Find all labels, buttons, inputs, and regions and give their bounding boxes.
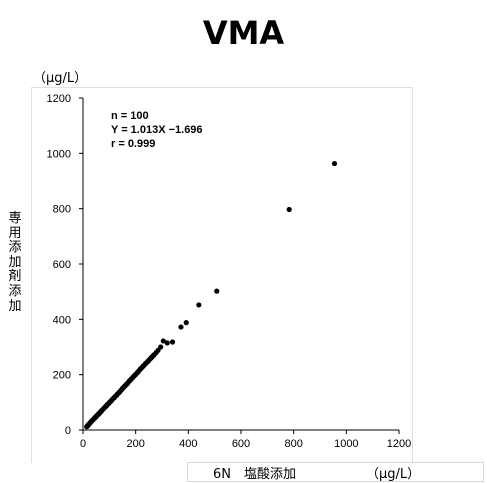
stats-annotation: n = 100 Y = 1.013X −1.696 r = 0.999 <box>111 110 203 150</box>
data-point <box>286 206 292 213</box>
x-tick-label: 600 <box>232 438 250 450</box>
data-point <box>160 338 166 344</box>
y-tick-label: 1200 <box>47 93 71 105</box>
data-point <box>97 409 103 416</box>
tick-labels: 0 200 400 600 800 1000 1200 0 200 400 600 800 1000 12… <box>47 93 412 450</box>
data-point <box>214 288 220 294</box>
plot-frame <box>31 87 413 463</box>
data-point <box>91 415 98 421</box>
data-point <box>158 344 164 350</box>
x-axis-label: 6N 塩酸添加 <box>213 467 296 482</box>
y-axis-unit: （μg/L） <box>33 71 88 86</box>
stats-line: Y = 1.013X −1.696 <box>111 124 203 136</box>
x-label-frame <box>187 462 484 482</box>
y-tick-label: 200 <box>53 370 71 382</box>
data-point <box>196 302 202 308</box>
data-point <box>85 422 91 428</box>
data-point <box>164 340 170 346</box>
x-tick-label: 1200 <box>387 438 411 450</box>
x-tick-label: 800 <box>284 438 302 450</box>
y-tick-label: 800 <box>53 204 71 216</box>
data-point <box>183 320 189 326</box>
data-point <box>150 352 157 358</box>
y-axis-label: 専用添加剤添加 <box>8 211 22 314</box>
x-tick-label: 0 <box>80 438 86 450</box>
data-point <box>169 339 176 345</box>
chart-title: VMA <box>202 14 285 52</box>
data-point <box>178 324 184 330</box>
y-tick-label: 0 <box>65 425 71 437</box>
x-tick-label: 400 <box>179 438 197 450</box>
stats-line: n = 100 <box>111 110 149 122</box>
data-points <box>84 160 338 430</box>
stats-line: r = 0.999 <box>111 138 155 150</box>
x-tick-label: 200 <box>126 438 144 450</box>
x-axis-unit: （μg/L） <box>366 467 421 482</box>
data-point <box>331 160 338 167</box>
data-point <box>104 401 111 408</box>
x-tick-label: 1000 <box>334 438 358 450</box>
y-tick-label: 600 <box>53 259 71 271</box>
y-tick-label: 1000 <box>47 148 71 160</box>
y-tick-label: 400 <box>53 314 71 326</box>
axes <box>79 97 400 434</box>
